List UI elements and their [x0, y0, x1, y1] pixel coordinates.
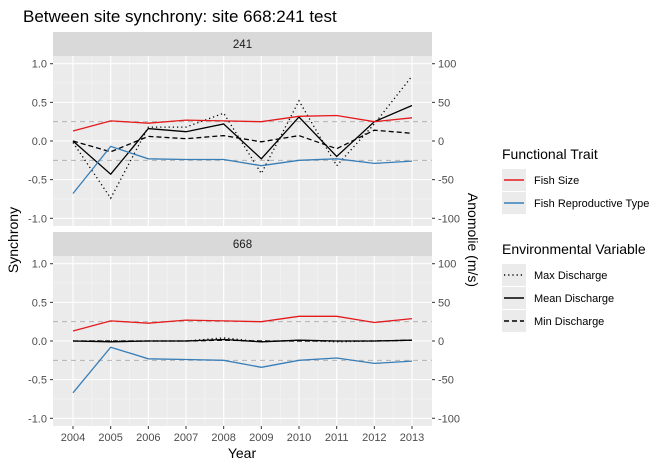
y-tick-label: 0.0 — [32, 136, 47, 148]
panel-668: 668 -1.0 -0.5 0.0 0.5 1.0 -100 -50 0 50 100 2004 200… — [28, 232, 460, 444]
y-tick-label: 0.5 — [32, 297, 47, 309]
y2-axis-title: Anomolie (m/s) — [465, 193, 481, 287]
series-line-min-discharge — [72, 129, 413, 153]
x-tick-label: 2010 — [287, 432, 311, 444]
legend-key-background — [502, 264, 526, 286]
chart-title: Between site synchrony: site 668:241 tes… — [23, 7, 337, 26]
series-line-min-discharge — [73, 339, 413, 342]
x-tick-label: 2012 — [362, 432, 386, 444]
panel-241: 241 -1.0 -0.5 0.0 0.5 1.0 -100 -50 0 50 100 — [28, 32, 460, 226]
series-line-fish-reproductive-type — [72, 346, 413, 394]
legend-label: Min Discharge — [534, 316, 604, 328]
legend: Functional Trait Environmental Variable … — [502, 146, 649, 332]
y-tick-label: -1.0 — [28, 213, 47, 225]
strip-label: 668 — [233, 239, 252, 251]
x-tick-label: 2013 — [400, 432, 424, 444]
legend-items: Fish Size Fish Reproductive Type Max Disch… — [502, 169, 649, 332]
x-tick-label: 2004 — [61, 432, 85, 444]
legend-label: Mean Discharge — [534, 293, 614, 305]
series-line-max-discharge — [72, 75, 413, 200]
y2-tick-label: -50 — [438, 375, 454, 387]
panels: 241 -1.0 -0.5 0.0 0.5 1.0 -100 -50 0 50 100 668 -1.0… — [28, 32, 460, 444]
y-tick-label: 1.0 — [32, 59, 47, 71]
y-tick-label: -0.5 — [28, 175, 47, 187]
y-tick-label: 0.5 — [32, 97, 47, 109]
legend-label: Max Discharge — [534, 270, 607, 282]
y2-tick-label: -100 — [438, 213, 460, 225]
y2-tick-label: 100 — [438, 59, 456, 71]
y2-tick-label: 100 — [438, 259, 456, 271]
legend-title-trait: Functional Trait — [502, 146, 598, 162]
legend-label: Fish Reproductive Type — [534, 198, 649, 210]
y2-tick-label: 0 — [438, 136, 444, 148]
x-tick-label: 2008 — [211, 432, 235, 444]
y-tick-label: -1.0 — [28, 413, 47, 425]
strip-background — [53, 232, 432, 256]
y-tick-label: 0.0 — [32, 336, 47, 348]
legend-title-env: Environmental Variable — [502, 241, 646, 257]
y-tick-label: 1.0 — [32, 259, 47, 271]
strip-label: 241 — [233, 39, 252, 51]
x-tick-label: 2011 — [325, 432, 349, 444]
strip-background — [53, 32, 432, 56]
x-tick-label: 2007 — [174, 432, 198, 444]
x-axis-title: Year — [228, 445, 257, 461]
y2-tick-label: 50 — [438, 97, 450, 109]
y-axis-title: Synchrony — [5, 207, 21, 273]
x-tick-label: 2005 — [98, 432, 122, 444]
y2-tick-label: -50 — [438, 175, 454, 187]
x-tick-label: 2009 — [249, 432, 273, 444]
series-line-fish-size — [72, 315, 413, 332]
series-line-fish-size — [72, 114, 413, 132]
legend-label: Fish Size — [534, 175, 579, 187]
y2-tick-label: -100 — [438, 413, 460, 425]
y2-tick-label: 0 — [438, 336, 444, 348]
y-tick-label: -0.5 — [28, 375, 47, 387]
x-tick-label: 2006 — [136, 432, 160, 444]
y2-tick-label: 50 — [438, 297, 450, 309]
series-line-fish-reproductive-type — [72, 145, 413, 194]
